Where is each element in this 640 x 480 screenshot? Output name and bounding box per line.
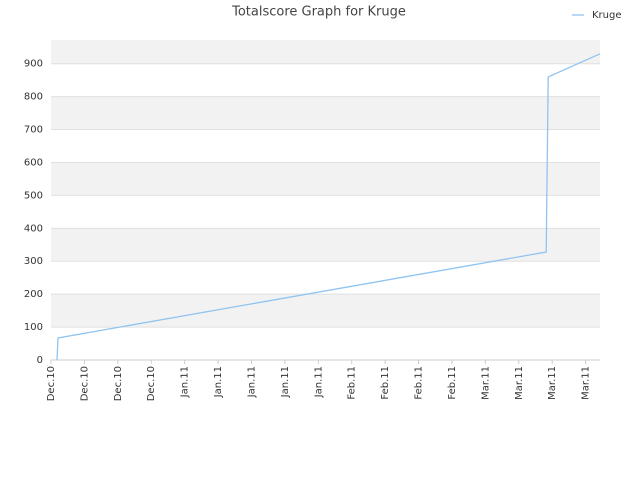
y-tick-label: 600: [24, 157, 43, 168]
y-tick-label: 800: [24, 92, 43, 103]
x-tick-label: Jan.11: [280, 366, 291, 398]
chart-title: Totalscore Graph for Kruge: [231, 5, 406, 20]
x-tick-label: Feb.11: [380, 366, 391, 400]
grid-band: [51, 96, 600, 130]
x-tick-label: Dec.10: [79, 366, 90, 401]
x-tick-label: Jan.11: [180, 366, 191, 398]
y-tick-label: 0: [37, 355, 43, 366]
series-line: [56, 53, 601, 361]
y-tick-label: 300: [24, 256, 43, 267]
y-tick-label: 100: [24, 322, 43, 333]
x-tick-label: Feb.11: [414, 366, 425, 400]
x-tick-label: Jan.11: [246, 366, 257, 398]
grid-band: [51, 228, 600, 262]
x-tick-label: Dec.10: [146, 366, 157, 401]
y-tick-label: 900: [24, 59, 43, 70]
x-tick-label: Mar.11: [480, 366, 491, 400]
grid-band: [51, 162, 600, 196]
x-tick-label: Mar.11: [581, 366, 592, 400]
grid-band: [51, 40, 600, 64]
x-tick-label: Mar.11: [514, 366, 525, 400]
x-tick-label: Dec.10: [46, 366, 57, 401]
y-tick-label: 400: [24, 223, 43, 234]
x-tick-label: Dec.10: [113, 366, 124, 401]
grid-band: [51, 294, 600, 328]
y-tick-label: 700: [24, 125, 43, 136]
legend-label: Kruge: [592, 10, 622, 21]
x-tick-label: Feb.11: [447, 366, 458, 400]
x-tick-label: Mar.11: [547, 366, 558, 400]
x-tick-label: Feb.11: [347, 366, 358, 400]
x-tick-label: Jan.11: [213, 366, 224, 398]
x-tick-label: Jan.11: [313, 366, 324, 398]
y-tick-label: 500: [24, 190, 43, 201]
y-tick-label: 200: [24, 289, 43, 300]
